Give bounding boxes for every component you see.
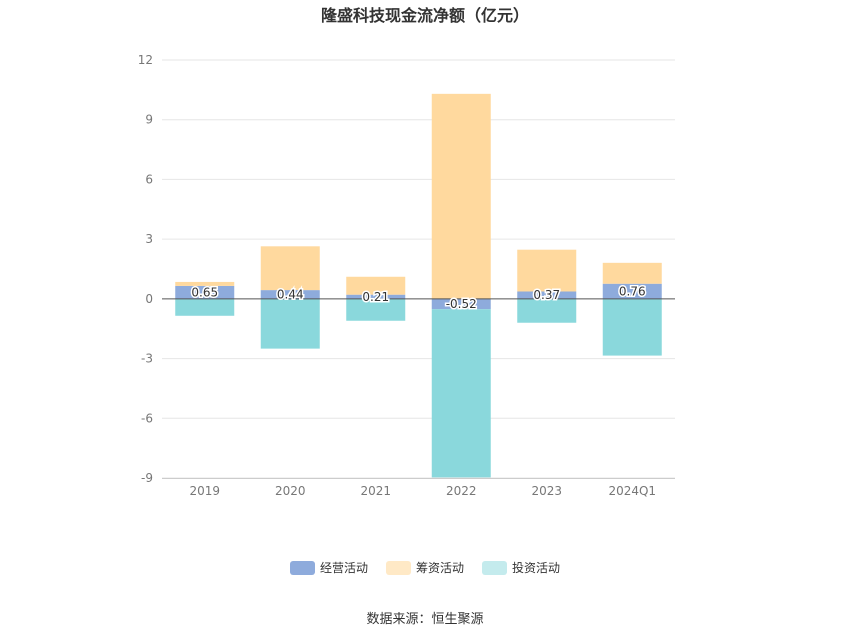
legend-label-operating: 经营活动 [319,561,368,575]
bar-筹资活动 [517,249,577,292]
y-tick-label: 9 [145,113,153,127]
x-tick-label: 2020 [275,484,306,498]
data-label: 0.65 [191,285,218,299]
bar-经营活动 [346,294,406,299]
bar-经营活动 [517,291,577,299]
y-tick-label: 12 [138,53,153,67]
x-tick-label: 2024Q1 [608,484,656,498]
legend-swatch-investing [482,560,507,575]
y-tick-label: -3 [141,352,153,366]
source-note: 数据来源：恒生聚源 [366,612,484,627]
legend-item-operating[interactable]: 经营活动 [289,559,368,576]
y-tick-label: 6 [145,172,153,186]
bar-投资活动 [175,298,235,316]
y-tick-label: 0 [145,292,153,306]
bar-筹资活动 [431,93,491,299]
grid-lines [162,59,675,479]
bar-投资活动 [602,298,662,356]
y-axis-ticks: 12 9 6 3 0 -3 -6 -9 [138,53,153,485]
zero-line [162,298,675,479]
bars [175,93,662,478]
legend: 经营活动 筹资活动 投资活动 [0,559,850,576]
bar-经营活动 [175,285,235,299]
x-axis-ticks: 2019 2020 2021 2022 2023 2024Q1 [189,484,656,498]
legend-label-investing: 投资活动 [512,561,561,575]
bar-投资活动 [431,309,491,478]
x-tick-label: 2019 [189,484,220,498]
bar-筹资活动 [346,276,406,295]
x-tick-label: 2023 [531,484,562,498]
chart-title: 隆盛科技现金流净额（亿元） [320,6,529,25]
bar-投资活动 [346,298,406,321]
legend-swatch-operating [289,560,315,575]
data-label: -0.52 [446,297,477,311]
x-tick-label: 2022 [446,484,477,498]
bar-经营活动 [602,283,662,299]
legend-item-investing[interactable]: 投资活动 [482,559,560,576]
legend-item-financing[interactable]: 筹资活动 [385,559,464,576]
data-labels: 0.65 0.44 0.21 -0.52 0.37 0.76 [190,283,647,313]
data-label: 0.76 [619,284,646,298]
bar-筹资活动 [175,281,235,286]
bar-经营活动 [431,298,491,310]
legend-label-financing: 筹资活动 [415,561,464,575]
bar-筹资活动 [260,246,320,291]
y-tick-label: 3 [145,232,153,246]
data-label: 0.21 [362,290,389,304]
bar-投资活动 [517,298,577,323]
bar-经营活动 [260,290,320,299]
data-label: 0.37 [533,288,560,302]
bar-投资活动 [260,298,320,349]
y-tick-label: -6 [141,411,153,425]
legend-swatch-financing [385,560,411,575]
data-label: 0.44 [277,287,304,301]
bar-筹资活动 [602,262,662,284]
x-tick-label: 2021 [360,484,391,498]
y-tick-label: -9 [141,471,153,485]
